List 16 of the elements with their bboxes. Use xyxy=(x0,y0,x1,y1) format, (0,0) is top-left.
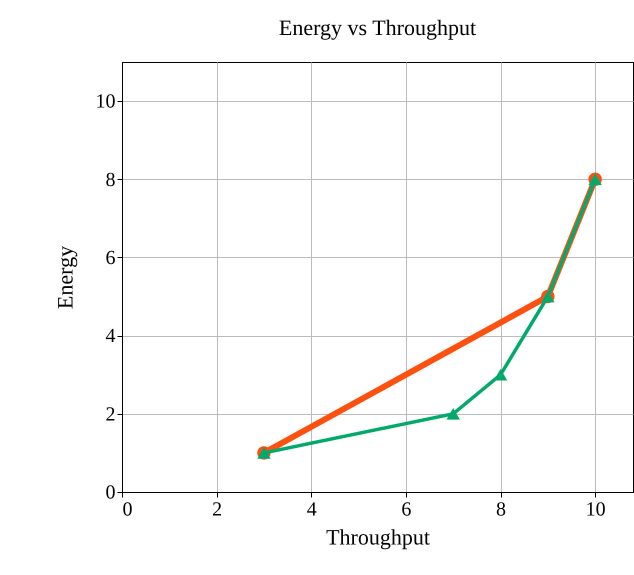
point xyxy=(446,408,460,420)
chart-title: Energy vs Throughput xyxy=(278,15,476,40)
x-tick-label: 0 xyxy=(122,498,132,520)
y-axis-title: Energy xyxy=(52,246,78,310)
x-tick-label: 8 xyxy=(496,498,506,520)
y-tick-label: 2 xyxy=(106,403,116,426)
x-tick-label: 6 xyxy=(401,498,412,520)
x-tick-label: 10 xyxy=(586,498,606,520)
y-tick-label: 10 xyxy=(96,90,116,113)
y-tick-label: 4 xyxy=(106,325,116,348)
x-tick-label: 4 xyxy=(306,498,317,520)
y-tick-label: 0 xyxy=(106,482,116,504)
x-axis-title: Throughput xyxy=(326,524,430,550)
x-tick-label: 2 xyxy=(212,498,222,520)
y-tick-label: 8 xyxy=(106,168,116,191)
y-tick-label: 6 xyxy=(106,246,116,269)
